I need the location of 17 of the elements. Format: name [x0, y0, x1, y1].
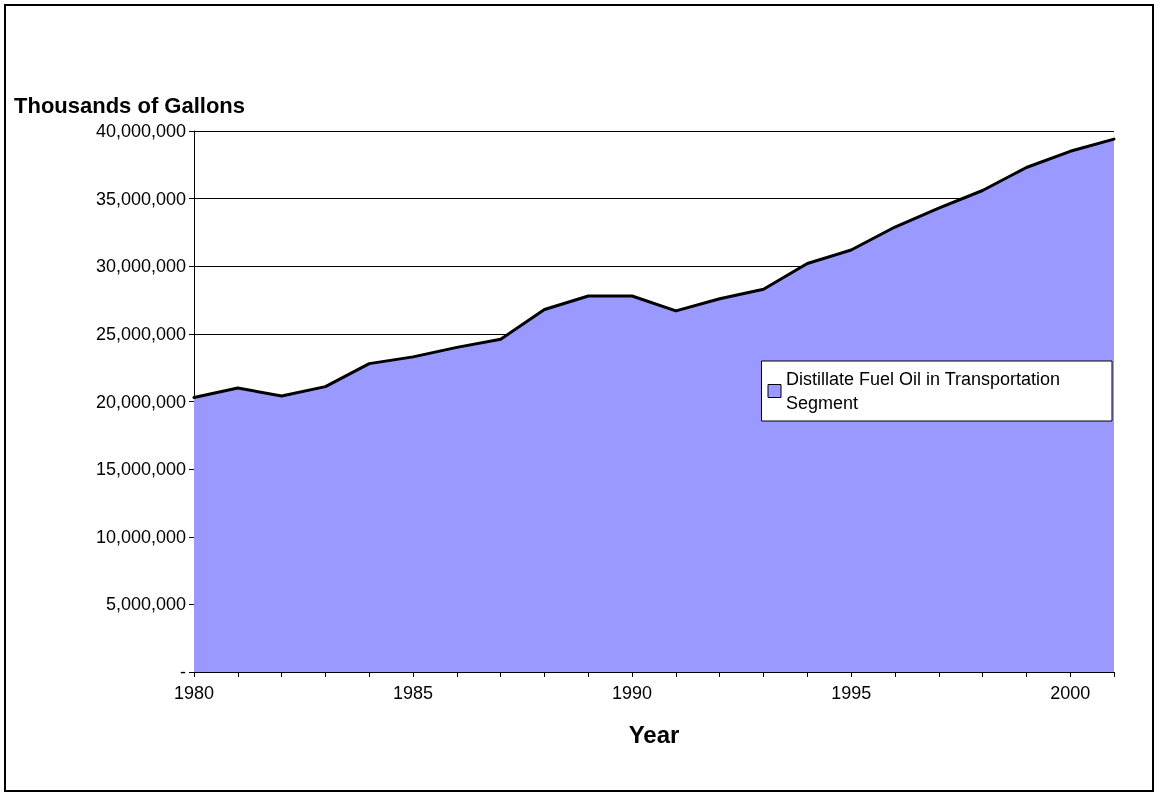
y-axis-title: Thousands of Gallons: [14, 92, 246, 118]
y-tick-label: 25,000,000: [95, 323, 186, 344]
x-axis-title: Year: [628, 720, 680, 748]
y-tick-label: 10,000,000: [95, 526, 186, 547]
x-tick-label: 2000: [1050, 683, 1091, 703]
y-tick-label: 15,000,000: [95, 459, 186, 480]
y-tick-label: 30,000,000: [95, 256, 186, 277]
y-tick-label: 20,000,000: [95, 391, 186, 412]
y-tick-label: 40,000,000: [95, 121, 186, 141]
x-tick-label: 1990: [612, 683, 653, 703]
y-tick-label: 35,000,000: [95, 188, 186, 209]
x-tick-label: 1980: [173, 683, 215, 703]
y-tick-label: 5,000,000: [105, 594, 186, 615]
y-tick-label: -: [180, 662, 186, 682]
x-tick-label: 1985: [393, 683, 434, 703]
x-tick-label: 1995: [831, 683, 872, 703]
legend-label: Distillate Fuel Oil in Transportation Segment: [786, 369, 1066, 413]
